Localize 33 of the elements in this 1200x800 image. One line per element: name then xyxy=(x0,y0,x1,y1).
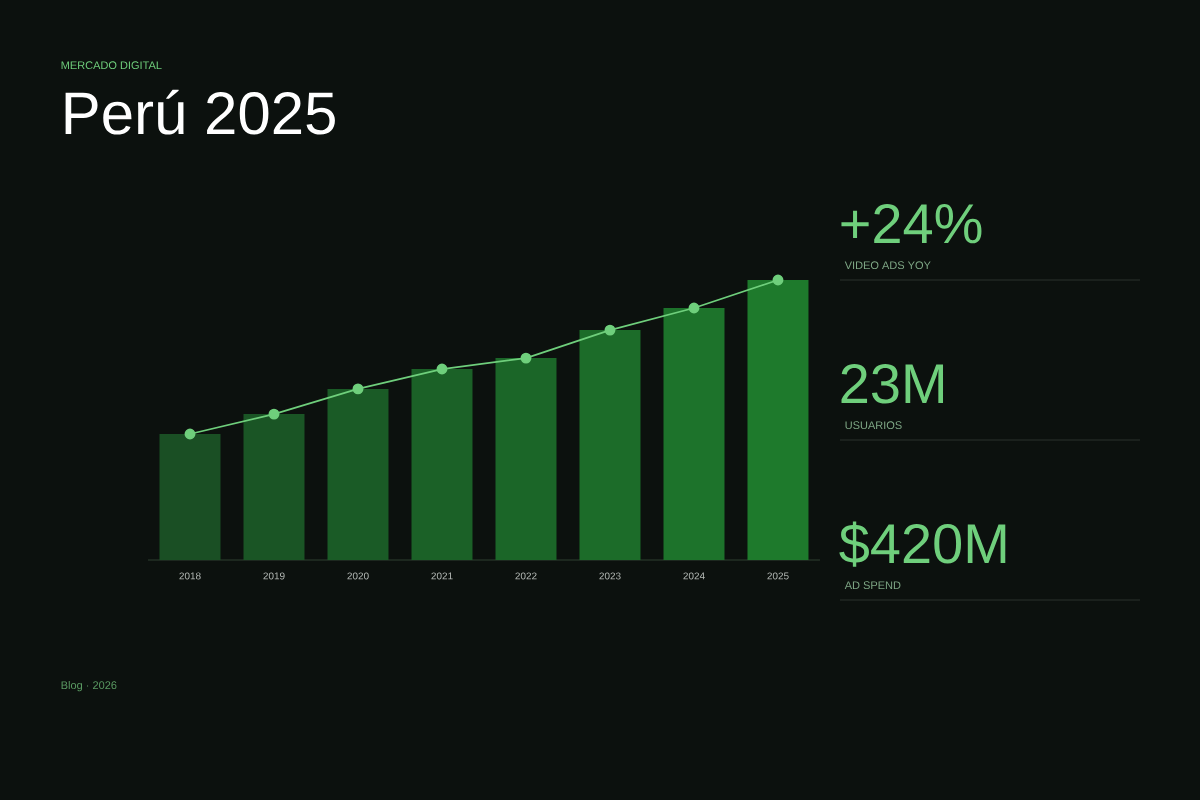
x-tick-label: 2020 xyxy=(347,572,369,580)
point xyxy=(268,408,280,420)
point xyxy=(604,324,616,336)
point xyxy=(352,383,364,395)
point xyxy=(772,274,784,286)
x-tick-label: 2018 xyxy=(179,572,201,580)
text: VIDEO ADS YOY xyxy=(844,261,931,270)
x-tick-label: 2022 xyxy=(515,572,537,580)
bar xyxy=(327,388,389,560)
point xyxy=(184,428,196,440)
bar xyxy=(747,279,809,560)
text: AD SPEND xyxy=(844,581,901,590)
x-tick-label: 2023 xyxy=(599,572,621,580)
x-tick-label: 2025 xyxy=(767,572,789,580)
text: $420M xyxy=(839,521,1006,567)
x-tick-label: 2019 xyxy=(263,572,285,580)
chart-title: Perú 2025 xyxy=(65,89,335,135)
bar xyxy=(579,330,641,560)
bar xyxy=(243,414,305,560)
x-tick-label: 2024 xyxy=(683,572,705,580)
bar xyxy=(495,358,557,560)
bar xyxy=(159,433,221,560)
text: Blog · 2026 xyxy=(61,680,117,692)
point xyxy=(688,302,700,314)
bar xyxy=(411,369,473,560)
x-tick-label: 2021 xyxy=(431,572,453,580)
text: +24% xyxy=(841,203,982,244)
text: 23M xyxy=(841,363,944,404)
point xyxy=(436,363,448,375)
text: USUARIOS xyxy=(845,421,902,430)
bar xyxy=(663,307,725,560)
point xyxy=(520,352,532,364)
chart-subtitle: MERCADO DIGITAL xyxy=(61,61,162,70)
